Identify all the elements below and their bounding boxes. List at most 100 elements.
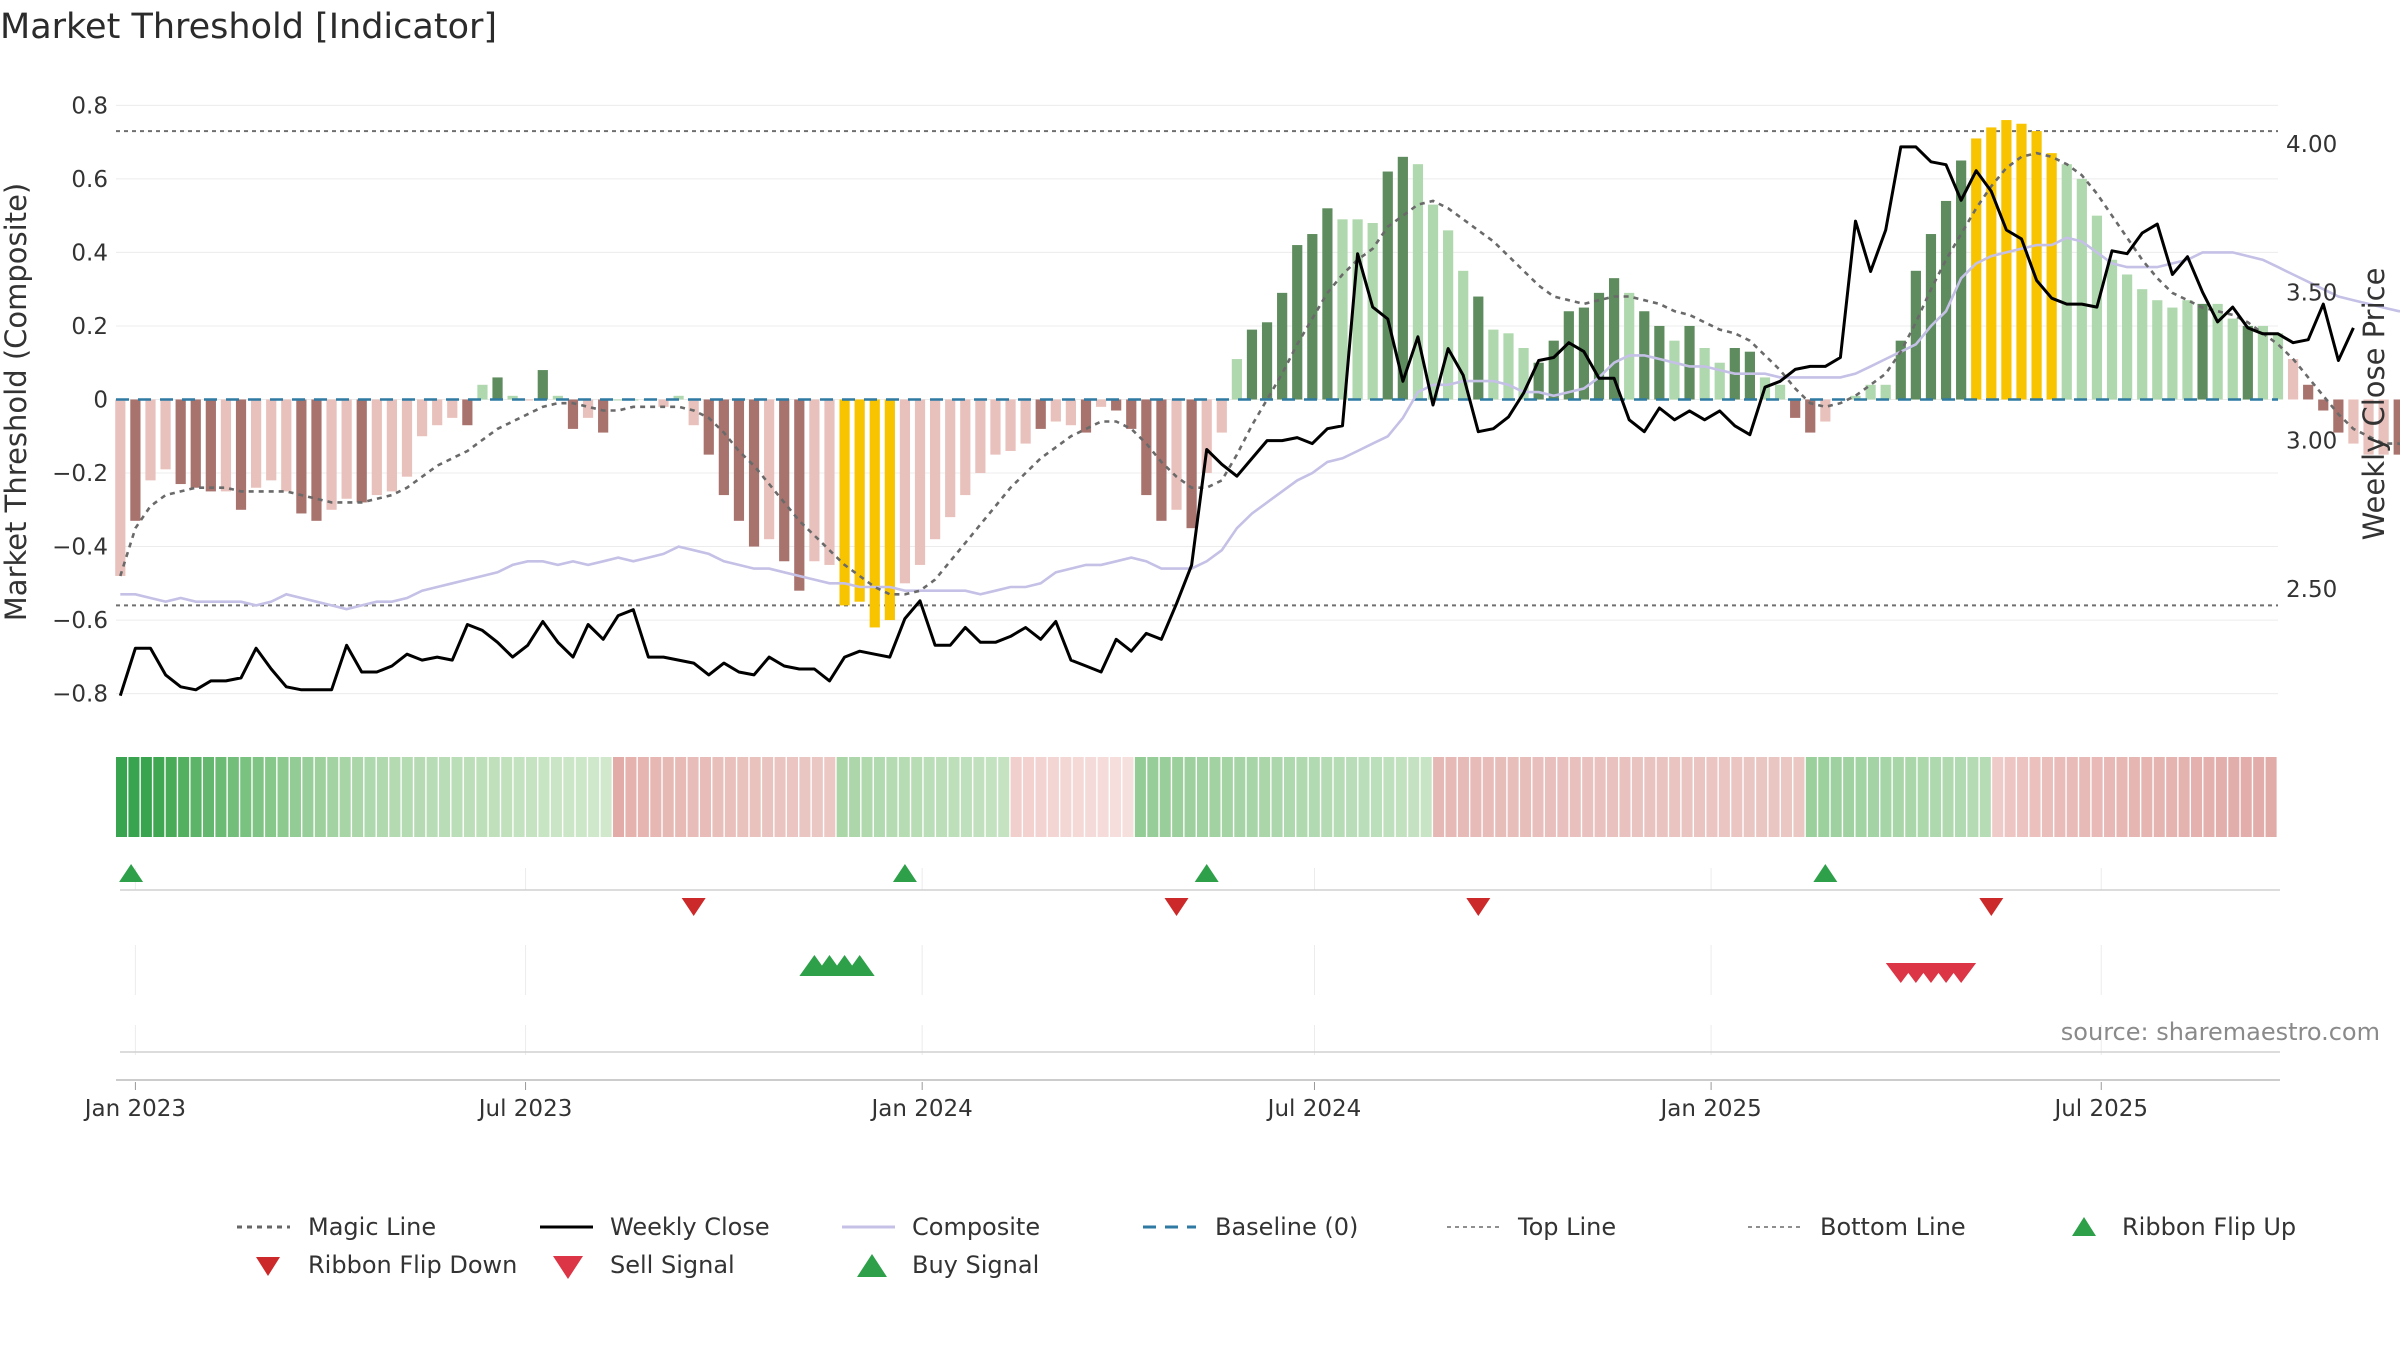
left-axis-ticks: 0.8 0.6 0.4 0.2 0 −0.2 −0.4 −0.6 −0.8: [52, 93, 108, 707]
ribbon-cell: [1569, 757, 1581, 837]
composite-bar: [1488, 329, 1499, 400]
legend-composite: Composite: [842, 1213, 1040, 1241]
legend-baseline: Baseline (0): [1143, 1213, 1358, 1241]
ribbon-cell: [563, 757, 575, 837]
left-tick-label: 0.8: [71, 93, 108, 119]
ribbon-cell: [190, 757, 202, 837]
composite-bar: [567, 399, 579, 429]
ribbon-cell: [2104, 757, 2116, 837]
ribbon-cell: [1047, 757, 1059, 837]
composite-bar: [824, 399, 835, 565]
legend-bottom-line-label: Bottom Line: [1820, 1213, 1966, 1241]
ribbon-cell: [1681, 757, 1693, 837]
composite-bar: [1367, 223, 1378, 400]
composite-bar: [2137, 289, 2148, 400]
ribbon-cell: [1706, 757, 1718, 837]
composite-bar: [1986, 127, 1997, 400]
ribbon-cell: [2116, 757, 2128, 837]
ribbon-cell: [998, 757, 1010, 837]
ribbon-cell: [2091, 757, 2103, 837]
composite-bar: [2001, 120, 2012, 400]
ribbon-cell: [1830, 757, 1842, 837]
composite-bar: [1865, 384, 1876, 400]
composite-bar: [2076, 178, 2087, 400]
ribbon-cell: [314, 757, 326, 837]
left-tick-label: −0.8: [52, 682, 108, 708]
ribbon-cell: [277, 757, 289, 837]
composite-bar: [190, 399, 201, 488]
composite-bar: [1563, 311, 1574, 400]
composite-bar: [914, 399, 926, 565]
ribbon-cell: [923, 757, 935, 837]
composite-bar: [688, 399, 699, 426]
left-tick-label: 0.4: [71, 240, 108, 266]
ribbon-cell: [861, 757, 873, 837]
reference-lines: [116, 130, 2278, 607]
ribbon-cell: [1283, 757, 1296, 837]
ribbon-cell: [2079, 757, 2091, 837]
ribbon-cell: [302, 757, 314, 837]
ribbon-cell: [1010, 757, 1022, 837]
ribbon-cell: [1234, 757, 1246, 837]
legend-bottom-line: Bottom Line: [1748, 1213, 1966, 1241]
ribbon-cell: [1557, 757, 1569, 837]
ribbon-cell: [724, 757, 736, 837]
composite-bar: [1050, 399, 1061, 422]
ribbon-cell: [712, 757, 724, 837]
ribbon-cell: [985, 757, 997, 837]
composite-bar: [311, 399, 322, 521]
composite-bar: [1684, 325, 1695, 400]
ribbon-cell: [2253, 757, 2265, 837]
ribbon-cell: [1085, 757, 1097, 837]
composite-bar: [447, 399, 458, 418]
ribbon-cell: [1793, 757, 1805, 837]
ribbon-strip: [116, 757, 2277, 837]
ribbon-cell: [1370, 757, 1382, 837]
ribbon-cell: [501, 757, 513, 837]
right-axis-label: Weekly Close Price: [2357, 268, 2391, 541]
composite-line: [120, 236, 2400, 611]
left-tick-label: −0.4: [52, 535, 108, 561]
ribbon-cell: [215, 757, 227, 837]
composite-bar: [1020, 399, 1031, 444]
composite-bar: [235, 399, 247, 510]
ribbon-cell: [1694, 757, 1706, 837]
ribbon-cell: [1420, 757, 1432, 837]
composite-bar: [1141, 399, 1152, 496]
composite-bar: [115, 399, 126, 576]
ribbon-cell: [911, 757, 923, 837]
ribbon-cell: [1743, 757, 1755, 837]
ribbon-cell: [1445, 757, 1457, 837]
ribbon-cell: [873, 757, 885, 837]
legend-buy-signal-label: Buy Signal: [912, 1251, 1039, 1279]
ribbon-cell: [613, 757, 625, 837]
ribbon-cell: [1818, 757, 1830, 837]
composite-bar: [794, 399, 805, 591]
ribbon-cell: [588, 757, 600, 837]
composite-bar: [371, 399, 382, 496]
composite-bar: [1261, 322, 1273, 400]
ribbon-cell: [1321, 757, 1333, 837]
ribbon-flip-down-marker: [1466, 898, 1491, 916]
ribbon-flip-down-marker: [1164, 898, 1189, 916]
x-tick-label: Jan 2023: [83, 1096, 186, 1122]
ribbon-cell: [1457, 757, 1469, 837]
ribbon-flip-up-marker: [119, 864, 144, 882]
composite-bar: [2287, 359, 2299, 400]
ribbon-cell: [389, 757, 401, 837]
ribbon-cell: [575, 757, 587, 837]
ribbon-cell: [1333, 757, 1345, 837]
legend: Magic Line Weekly Close Composite Baseli…: [237, 1213, 2296, 1279]
composite-bar: [2046, 153, 2057, 400]
ribbon-cell: [811, 757, 823, 837]
composite-bar: [930, 399, 941, 540]
legend-baseline-label: Baseline (0): [1215, 1213, 1358, 1241]
ribbon-cell: [1979, 757, 1991, 837]
composite-bar: [1774, 384, 1786, 400]
composite-bar: [1382, 171, 1393, 400]
ribbon-cell: [1594, 757, 1606, 837]
ribbon-cell: [2228, 757, 2240, 837]
ribbon-cell: [886, 757, 898, 837]
composite-bar: [2318, 399, 2329, 411]
ribbon-cell: [1259, 757, 1271, 837]
